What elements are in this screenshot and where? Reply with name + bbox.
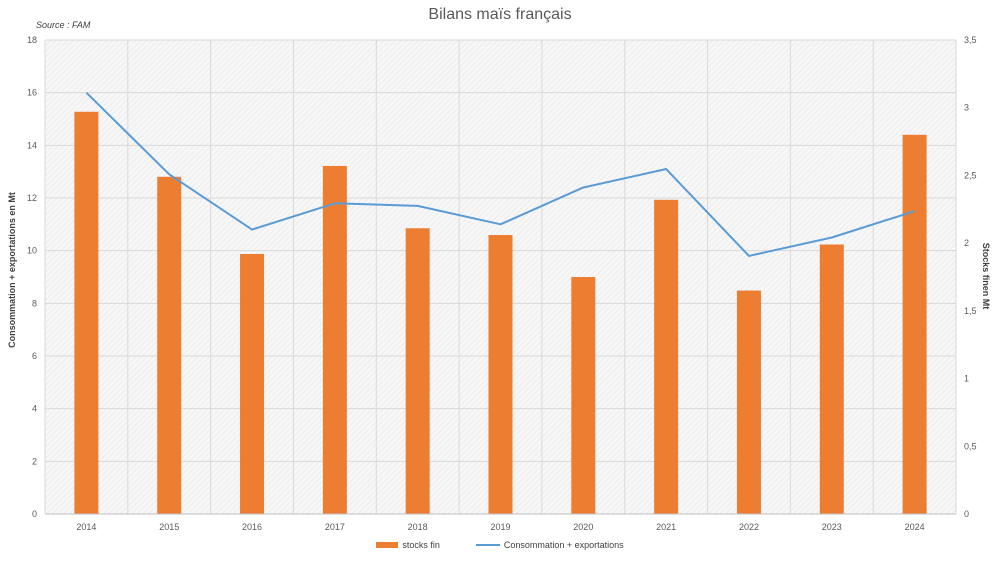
- bar-series: [74, 111, 927, 515]
- y-right-tick-label: 1: [964, 374, 969, 384]
- bar: [488, 235, 513, 514]
- y-right-tick-label: 0,5: [964, 441, 977, 451]
- bar: [736, 290, 761, 514]
- legend-item-stocks: stocks fin: [376, 540, 440, 550]
- legend-label-consommation: Consommation + exportations: [503, 540, 624, 550]
- y-left-tick-label: 8: [32, 298, 37, 308]
- bar: [322, 165, 347, 514]
- y-left-tick-label: 12: [27, 193, 37, 203]
- y-right-tick-label: 3,5: [964, 35, 977, 45]
- x-tick-label: 2016: [242, 522, 262, 532]
- axes: 0 2 4 6 8 10 12 14 16 18 0 0,5 1 1,5 2 2,5 3 3,5 2014 2015 2…: [27, 35, 977, 532]
- bar: [571, 277, 596, 514]
- line-series: [85, 91, 915, 257]
- x-tick-label: 2020: [573, 522, 593, 532]
- legend-item-consommation: Consommation + exportations: [475, 540, 624, 550]
- bar: [240, 253, 265, 514]
- legend-label-stocks: stocks fin: [402, 540, 440, 550]
- x-tick-label: 2015: [159, 522, 179, 532]
- x-tick-label: 2022: [739, 522, 759, 532]
- y-left-tick-label: 14: [27, 140, 37, 150]
- y-left-tick-label: 2: [32, 456, 37, 466]
- x-tick-label: 2018: [408, 522, 428, 532]
- x-tick-label: 2023: [822, 522, 842, 532]
- legend-swatch-bar: [376, 542, 399, 548]
- y-right-tick-label: 3: [964, 103, 969, 113]
- legend: stocks fin Consommation + exportations: [0, 540, 1000, 550]
- x-tick-label: 2024: [905, 522, 925, 532]
- bar: [74, 111, 99, 514]
- bar: [157, 176, 182, 515]
- y-left-tick-label: 6: [32, 351, 37, 361]
- legend-swatch-line: [475, 544, 500, 546]
- x-tick-label: 2019: [490, 522, 510, 532]
- bar: [819, 244, 844, 515]
- y-right-tick-label: 1,5: [964, 306, 977, 316]
- y-left-tick-label: 18: [27, 35, 37, 45]
- y-left-tick-label: 16: [27, 88, 37, 98]
- x-tick-label: 2014: [76, 522, 96, 532]
- y-left-tick-label: 4: [32, 404, 37, 414]
- x-tick-label: 2021: [656, 522, 676, 532]
- chart-title: Bilans maïs français: [428, 6, 572, 23]
- y-left-tick-label: 0: [32, 509, 37, 519]
- chart-source: Source : FAM: [36, 20, 91, 30]
- bar: [902, 134, 927, 515]
- y-left-tick-label: 10: [27, 246, 37, 256]
- bar: [654, 199, 679, 514]
- y-right-tick-label: 2: [964, 238, 969, 248]
- y-right-tick-label: 0: [964, 509, 969, 519]
- y-right-tick-label: 2,5: [964, 170, 977, 180]
- x-tick-label: 2017: [325, 522, 345, 532]
- bar: [405, 228, 430, 514]
